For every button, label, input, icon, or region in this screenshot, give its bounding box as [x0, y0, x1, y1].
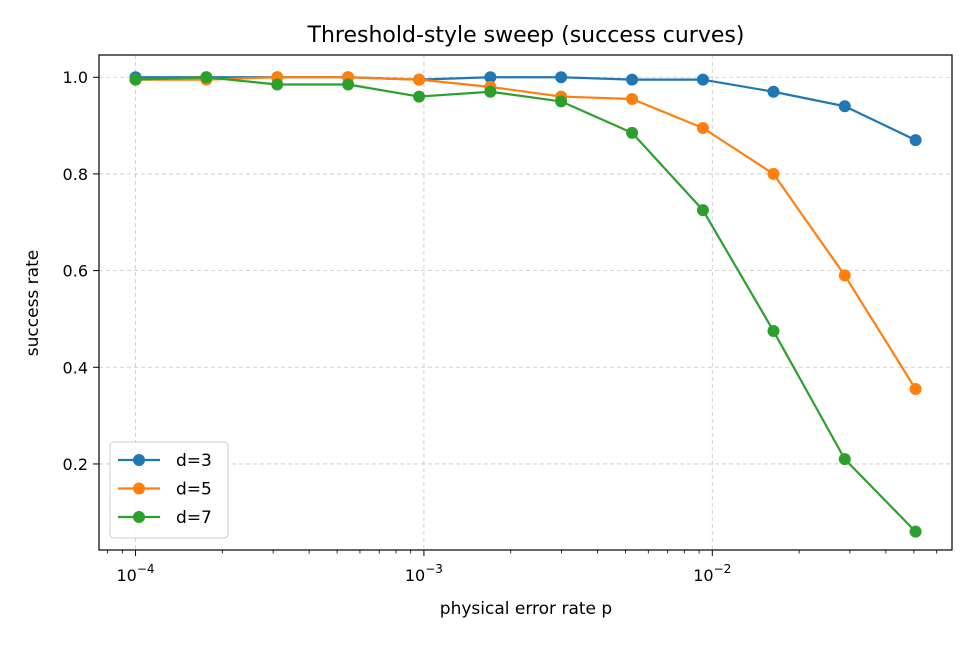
- data-point: [555, 95, 568, 108]
- y-axis-label: success rate: [23, 250, 43, 356]
- legend-label: d=5: [176, 480, 212, 500]
- y-tick-label: 0.6: [63, 262, 88, 281]
- data-point: [129, 73, 142, 86]
- x-axis-label: physical error rate p: [440, 599, 612, 619]
- data-point: [626, 73, 639, 86]
- chart-title: Threshold-style sweep (success curves): [307, 23, 745, 48]
- legend-label: d=3: [176, 451, 212, 471]
- x-tick-base: 10: [693, 566, 713, 585]
- series-layer: [129, 71, 922, 538]
- x-tick-label: 10−3: [405, 562, 443, 585]
- data-point: [838, 269, 851, 282]
- data-point: [909, 134, 922, 147]
- y-tick-label: 0.8: [63, 165, 88, 184]
- data-point: [696, 73, 709, 86]
- data-point: [767, 325, 780, 338]
- series-line: [135, 76, 917, 533]
- x-tick-label: 10−4: [117, 562, 155, 585]
- data-point: [696, 121, 709, 134]
- series-line: [135, 76, 917, 142]
- x-tick-base: 10: [117, 566, 137, 585]
- data-point: [909, 525, 922, 538]
- x-tick-base: 10: [405, 566, 425, 585]
- data-point: [413, 73, 426, 86]
- x-tick-exponent: −2: [714, 562, 732, 576]
- x-tick-label: 10−2: [693, 562, 731, 585]
- x-tick-exponent: −4: [137, 562, 155, 576]
- data-point: [767, 85, 780, 98]
- data-point: [767, 167, 780, 180]
- data-point: [909, 383, 922, 396]
- series-line: [135, 76, 917, 390]
- series-d=7: [129, 71, 922, 538]
- legend: d=3 d=5 d=7: [109, 441, 229, 539]
- legend-marker: [133, 482, 145, 495]
- data-point: [200, 71, 213, 84]
- series-d=5: [129, 71, 922, 396]
- legend-marker: [133, 511, 145, 523]
- tick-layer: 10−4 10−3 10−20.20.40.60.81.0: [63, 68, 938, 585]
- data-point: [626, 92, 639, 105]
- x-tick-exponent: −3: [425, 562, 443, 576]
- y-tick-label: 0.4: [63, 358, 88, 377]
- data-point: [413, 90, 426, 103]
- legend-marker: [133, 454, 145, 466]
- plot-frame: [98, 54, 953, 551]
- data-point: [838, 100, 851, 113]
- data-point: [555, 71, 568, 84]
- y-tick-label: 0.2: [63, 455, 88, 474]
- data-point: [342, 78, 355, 91]
- y-tick-label: 1.0: [63, 68, 88, 87]
- data-point: [484, 71, 497, 84]
- legend-label: d=7: [176, 508, 212, 528]
- data-point: [838, 453, 851, 466]
- data-point: [626, 126, 639, 139]
- data-point: [271, 78, 284, 91]
- data-point: [484, 85, 497, 98]
- data-point: [696, 204, 709, 217]
